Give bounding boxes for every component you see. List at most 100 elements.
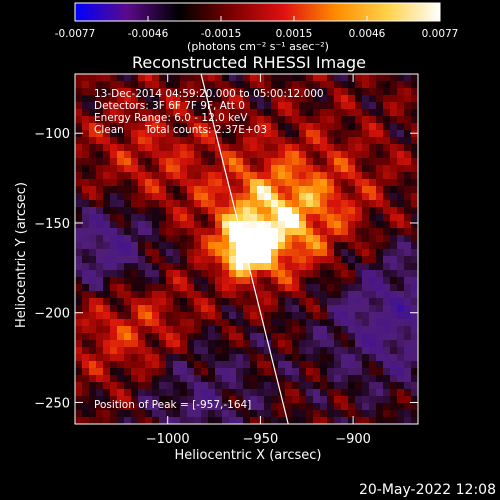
heatmap-cell bbox=[187, 361, 194, 368]
heatmap-cell bbox=[117, 242, 124, 249]
heatmap-cell bbox=[404, 340, 411, 347]
heatmap-cell bbox=[348, 151, 355, 158]
heatmap-cell bbox=[152, 347, 159, 354]
heatmap-cell bbox=[187, 186, 194, 193]
heatmap-cell bbox=[397, 333, 404, 340]
heatmap-cell bbox=[222, 410, 229, 417]
heatmap-cell bbox=[145, 333, 152, 340]
heatmap-cell bbox=[180, 165, 187, 172]
heatmap-cell bbox=[201, 228, 208, 235]
heatmap-cell bbox=[250, 109, 257, 116]
heatmap-cell bbox=[271, 312, 278, 319]
heatmap-cell bbox=[124, 179, 131, 186]
heatmap-cell bbox=[236, 382, 243, 389]
heatmap-cell bbox=[285, 403, 292, 410]
heatmap-cell bbox=[222, 109, 229, 116]
heatmap-cell bbox=[236, 130, 243, 137]
heatmap-cell bbox=[390, 228, 397, 235]
heatmap-cell bbox=[124, 354, 131, 361]
heatmap-cell bbox=[131, 144, 138, 151]
heatmap-cell bbox=[292, 221, 299, 228]
heatmap-cell bbox=[327, 312, 334, 319]
heatmap-cell bbox=[131, 368, 138, 375]
heatmap-cell bbox=[180, 298, 187, 305]
heatmap-cell bbox=[103, 165, 110, 172]
heatmap-cell bbox=[110, 242, 117, 249]
heatmap-cell bbox=[376, 410, 383, 417]
heatmap-cell bbox=[299, 312, 306, 319]
heatmap-cell bbox=[96, 95, 103, 102]
heatmap-cell bbox=[362, 389, 369, 396]
heatmap-cell bbox=[257, 375, 264, 382]
heatmap-cell bbox=[292, 172, 299, 179]
heatmap-cell bbox=[166, 165, 173, 172]
heatmap-cell bbox=[404, 102, 411, 109]
heatmap-cell bbox=[117, 270, 124, 277]
heatmap-cell bbox=[313, 214, 320, 221]
heatmap-cell bbox=[166, 221, 173, 228]
heatmap-cell bbox=[334, 284, 341, 291]
heatmap-cell bbox=[292, 354, 299, 361]
heatmap-cell bbox=[397, 172, 404, 179]
heatmap-cell bbox=[159, 193, 166, 200]
heatmap-cell bbox=[383, 123, 390, 130]
heatmap-cell bbox=[110, 193, 117, 200]
heatmap-cell bbox=[355, 95, 362, 102]
heatmap-cell bbox=[117, 109, 124, 116]
heatmap-cell bbox=[208, 375, 215, 382]
heatmap-cell bbox=[117, 81, 124, 88]
heatmap-cell bbox=[397, 382, 404, 389]
heatmap-cell bbox=[131, 214, 138, 221]
heatmap-cell bbox=[292, 165, 299, 172]
heatmap-cell bbox=[131, 284, 138, 291]
heatmap-cell bbox=[299, 361, 306, 368]
heatmap-cell bbox=[271, 354, 278, 361]
heatmap-cell bbox=[355, 410, 362, 417]
heatmap-cell bbox=[341, 305, 348, 312]
heatmap-cell bbox=[82, 109, 89, 116]
heatmap-cell bbox=[306, 403, 313, 410]
heatmap-cell bbox=[341, 235, 348, 242]
heatmap-cell bbox=[110, 389, 117, 396]
heatmap-cell bbox=[131, 277, 138, 284]
heatmap-cell bbox=[243, 165, 250, 172]
heatmap-cell bbox=[355, 347, 362, 354]
heatmap-cell bbox=[229, 242, 236, 249]
y-axis-label: Heliocentric Y (arcsec) bbox=[14, 182, 29, 328]
heatmap-cell bbox=[397, 74, 404, 81]
colorbar-tick-label: -0.0077 bbox=[55, 28, 96, 40]
heatmap-cell bbox=[152, 172, 159, 179]
heatmap-cell bbox=[306, 347, 313, 354]
heatmap-cell bbox=[334, 130, 341, 137]
heatmap-cell bbox=[96, 375, 103, 382]
heatmap-cell bbox=[397, 354, 404, 361]
heatmap-cell bbox=[404, 186, 411, 193]
heatmap-cell bbox=[348, 88, 355, 95]
heatmap-cell bbox=[166, 403, 173, 410]
heatmap-cell bbox=[145, 186, 152, 193]
heatmap-cell bbox=[243, 291, 250, 298]
heatmap-cell bbox=[187, 123, 194, 130]
heatmap-cell bbox=[376, 284, 383, 291]
heatmap-cell bbox=[334, 186, 341, 193]
heatmap-cell bbox=[341, 319, 348, 326]
heatmap-cell bbox=[110, 340, 117, 347]
heatmap-cell bbox=[250, 186, 257, 193]
heatmap-cell bbox=[285, 235, 292, 242]
heatmap-cell bbox=[187, 130, 194, 137]
heatmap-cell bbox=[383, 410, 390, 417]
heatmap-cell bbox=[285, 221, 292, 228]
heatmap-cell bbox=[166, 228, 173, 235]
heatmap-cell bbox=[369, 172, 376, 179]
heatmap-cell bbox=[152, 263, 159, 270]
heatmap-cell bbox=[138, 277, 145, 284]
heatmap-cell bbox=[299, 102, 306, 109]
heatmap-cell bbox=[285, 270, 292, 277]
heatmap-cell bbox=[334, 116, 341, 123]
heatmap-cell bbox=[383, 326, 390, 333]
heatmap-cell bbox=[152, 165, 159, 172]
heatmap-cell bbox=[131, 193, 138, 200]
heatmap-cell bbox=[208, 158, 215, 165]
heatmap-cell bbox=[187, 221, 194, 228]
heatmap-cell bbox=[306, 102, 313, 109]
